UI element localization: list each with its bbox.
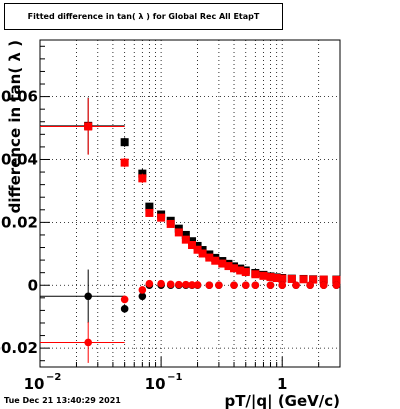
- plot-frame: [39, 39, 341, 368]
- data-point: [181, 235, 190, 244]
- x-tick-label-base: 10: [24, 375, 45, 393]
- data-point: [84, 292, 92, 301]
- data-point: [198, 249, 207, 258]
- x-tick-label-exp: −2: [46, 372, 61, 383]
- data-point: [157, 213, 166, 222]
- data-point: [205, 281, 214, 290]
- data-point: [120, 305, 129, 313]
- data-point: [174, 228, 183, 237]
- title-box: Fitted difference in tan( λ ) for Global…: [4, 3, 283, 30]
- x-tick-label: 10 −2: [24, 372, 62, 393]
- series-3: [40, 279, 341, 363]
- x-axis-title: pT/|q| (GeV/c): [224, 392, 340, 409]
- series-1: [40, 98, 341, 284]
- y-tick-label: 0.06: [1, 88, 38, 106]
- y-tick-label: -0.02: [0, 339, 38, 357]
- y-tick-label: 0.02: [1, 213, 38, 231]
- data-point: [306, 281, 314, 290]
- x-tick-label-exp: −1: [167, 372, 182, 383]
- data-point: [319, 275, 328, 284]
- data-point: [211, 256, 220, 265]
- data-point: [251, 281, 260, 290]
- data-point: [278, 281, 287, 290]
- data-point: [175, 280, 183, 289]
- data-point: [182, 280, 190, 289]
- data-point: [138, 174, 147, 183]
- data-point: [84, 338, 92, 347]
- data-point: [299, 275, 308, 284]
- chart-title: Fitted difference in tan( λ ) for Global…: [27, 12, 260, 21]
- x-tick-label-base: 1: [277, 375, 287, 393]
- data-point: [215, 281, 223, 290]
- grid-lines: [40, 40, 340, 367]
- data-point: [230, 264, 239, 273]
- data-point: [224, 262, 233, 271]
- data-point: [84, 122, 93, 131]
- data-point: [188, 241, 197, 250]
- data-marks: [40, 97, 341, 363]
- data-point: [218, 259, 227, 268]
- data-point: [166, 280, 175, 289]
- data-point: [193, 281, 202, 289]
- data-point: [278, 274, 287, 283]
- data-point: [145, 208, 154, 217]
- data-point: [236, 266, 245, 275]
- data-point: [157, 279, 165, 288]
- data-point: [120, 158, 129, 167]
- x-tick-label: 10 −1: [145, 372, 183, 393]
- data-point: [266, 273, 275, 282]
- data-point: [138, 292, 147, 301]
- data-point: [319, 281, 328, 290]
- data-point: [205, 253, 214, 262]
- x-tick-label-base: 10: [145, 375, 166, 393]
- data-point: [181, 230, 190, 239]
- data-point: [241, 281, 250, 290]
- data-point: [120, 295, 129, 304]
- data-point: [332, 275, 341, 284]
- data-point: [230, 281, 238, 290]
- data-point: [120, 138, 129, 147]
- data-point: [166, 219, 175, 228]
- data-point: [272, 274, 281, 283]
- data-point: [266, 281, 275, 290]
- data-point: [188, 281, 196, 289]
- y-axis-title: difference in tan( λ ): [6, 40, 24, 213]
- data-point: [292, 281, 300, 290]
- data-point: [309, 275, 318, 284]
- y-tick-label: 0.04: [1, 150, 38, 168]
- y-tick-label: 0: [28, 276, 38, 294]
- x-tick-label: 1: [277, 375, 287, 393]
- axes: [39, 39, 341, 368]
- data-point: [145, 279, 154, 288]
- data-point: [145, 202, 154, 211]
- data-point: [332, 281, 341, 290]
- data-point: [287, 274, 296, 283]
- data-point: [259, 271, 268, 280]
- data-point: [138, 286, 147, 294]
- data-point: [251, 270, 260, 279]
- datestamp: Tue Dec 21 13:40:29 2021: [4, 396, 121, 405]
- data-point: [241, 268, 250, 277]
- data-point: [193, 245, 202, 254]
